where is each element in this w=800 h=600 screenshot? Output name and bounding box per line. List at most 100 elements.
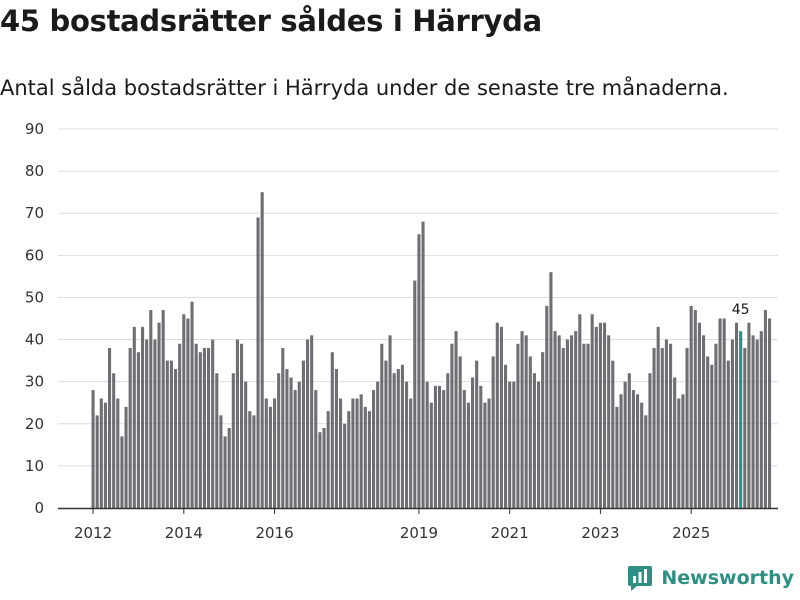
bar <box>116 398 120 508</box>
bar <box>161 310 165 508</box>
bar <box>603 322 607 508</box>
bar <box>553 331 557 508</box>
bar <box>693 310 697 508</box>
bar <box>289 377 293 508</box>
bar <box>512 381 516 508</box>
bar <box>211 339 215 508</box>
bar <box>388 335 392 508</box>
bar <box>644 415 648 508</box>
bar <box>227 427 231 508</box>
bar <box>743 347 747 508</box>
bar <box>99 398 103 508</box>
bar <box>433 385 437 508</box>
bar <box>219 415 223 508</box>
bar <box>681 394 685 508</box>
y-tick-label: 80 <box>25 162 44 180</box>
bar <box>685 347 689 508</box>
bar <box>438 385 442 508</box>
bar <box>326 411 330 508</box>
bar <box>582 343 586 508</box>
y-tick-label: 20 <box>25 415 44 433</box>
bar <box>120 436 124 508</box>
bar <box>726 360 730 508</box>
bar <box>240 343 244 508</box>
bar <box>499 326 503 508</box>
bar <box>594 326 598 508</box>
bar <box>268 406 272 508</box>
bar <box>759 331 763 508</box>
bar <box>479 385 483 508</box>
bar <box>689 305 693 508</box>
bar <box>343 423 347 508</box>
bar <box>405 381 409 508</box>
bar <box>763 310 767 508</box>
bar <box>697 322 701 508</box>
x-tick-label: 2014 <box>165 524 203 542</box>
bar <box>442 390 446 508</box>
bar <box>293 390 297 508</box>
bar <box>153 339 157 508</box>
bar <box>339 398 343 508</box>
bar <box>112 373 116 508</box>
bar <box>400 364 404 508</box>
bar <box>207 347 211 508</box>
bar <box>487 398 491 508</box>
bar <box>417 234 421 508</box>
bar <box>656 326 660 508</box>
bar <box>660 347 664 508</box>
bar <box>281 347 285 508</box>
y-tick-label: 40 <box>25 331 44 349</box>
bar <box>730 339 734 508</box>
bar <box>169 360 173 508</box>
bar <box>285 369 289 508</box>
bar <box>722 318 726 508</box>
bar <box>215 373 219 508</box>
bar-latest <box>739 331 743 508</box>
bar <box>565 339 569 508</box>
bar <box>664 339 668 508</box>
bar <box>706 356 710 508</box>
bar <box>466 402 470 508</box>
chart-subtitle: Antal sålda bostadsrätter i Härryda unde… <box>0 76 729 100</box>
bar <box>714 343 718 508</box>
bar <box>702 335 706 508</box>
y-tick-label: 50 <box>25 288 44 306</box>
bar <box>367 411 371 508</box>
bar <box>128 347 132 508</box>
bar <box>132 326 136 508</box>
x-tick-label: 2025 <box>672 524 710 542</box>
bar <box>376 381 380 508</box>
bar <box>520 331 524 508</box>
bar <box>178 343 182 508</box>
bar <box>190 301 194 508</box>
bar <box>429 402 433 508</box>
bar <box>561 347 565 508</box>
bar <box>648 373 652 508</box>
x-tick-label: 2023 <box>581 524 619 542</box>
bar <box>755 339 759 508</box>
bar <box>322 427 326 508</box>
bar <box>541 352 545 508</box>
bar <box>103 402 107 508</box>
bar <box>145 339 149 508</box>
bar <box>557 335 561 508</box>
bar <box>244 381 248 508</box>
y-axis: 0 10 20 30 40 50 60 70 80 90 <box>25 120 44 517</box>
y-tick-label: 90 <box>25 120 44 138</box>
bar <box>636 394 640 508</box>
chart-title: 45 bostadsrätter såldes i Härryda <box>0 4 542 38</box>
bar <box>297 381 301 508</box>
bar <box>108 347 112 508</box>
bar <box>768 318 772 508</box>
x-tick-label: 2012 <box>74 524 112 542</box>
bar <box>231 373 235 508</box>
bar <box>194 343 198 508</box>
bar <box>751 335 755 508</box>
bar <box>355 398 359 508</box>
latest-value-label: 45 <box>732 302 750 318</box>
bar <box>623 381 627 508</box>
bar <box>586 343 590 508</box>
bar <box>91 390 95 508</box>
bar <box>273 398 277 508</box>
bar <box>314 390 318 508</box>
